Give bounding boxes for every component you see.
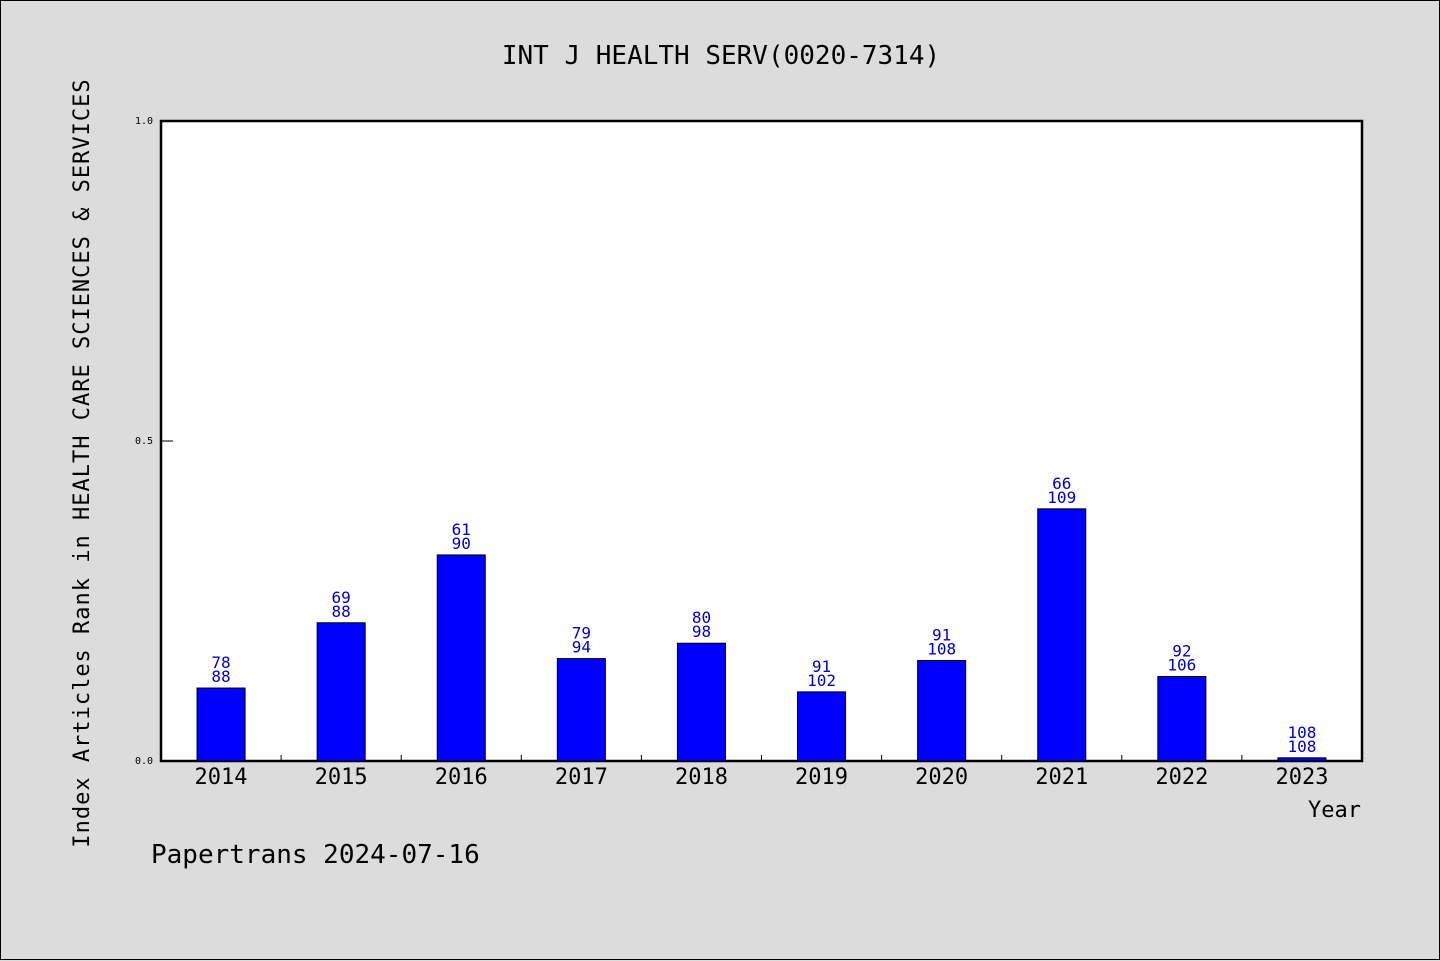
bar-2014 [196,687,246,762]
bar-2017 [556,658,606,762]
data-label-rank: 91 [932,626,951,645]
bar-2015 [316,622,366,762]
data-label-rank: 66 [1052,474,1071,493]
data-label-total: 109 [1047,488,1076,507]
data-label-total: 88 [211,667,230,686]
x-tick-label: 2017 [555,765,608,790]
data-label-total: 108 [1287,737,1316,756]
x-tick-label: 2022 [1155,765,1208,790]
bar-2018 [676,642,726,762]
x-tick-label: 2020 [915,765,968,790]
data-label-total: 88 [332,602,351,621]
x-ticks: 2014 2015 2016 2017 2018 2019 2020 2021 2022 2023 [195,755,1328,790]
y-ticks: 0.0 0.5 1.0 [135,116,173,767]
data-label-rank: 80 [692,608,711,627]
data-label-rank: 91 [812,657,831,676]
bars: 7888698861907994809891102911086610992106… [196,474,1327,762]
data-label-rank: 69 [332,588,351,607]
data-label-total: 108 [927,640,956,659]
x-tick-label: 2014 [195,765,248,790]
y-axis-label: Index Articles Rank in HEALTH CARE SCIEN… [70,78,95,847]
x-axis-label: Year [1308,798,1361,823]
y-tick-label: 0.5 [135,436,153,447]
x-tick-label: 2023 [1275,765,1328,790]
x-tick-label: 2018 [675,765,728,790]
y-tick-label: 0.0 [135,756,153,767]
bar-2020 [917,660,967,762]
data-label-rank: 79 [572,624,591,643]
data-label-rank: 78 [211,653,230,672]
data-label-rank: 108 [1287,723,1316,742]
data-label-total: 98 [692,622,711,641]
data-label-total: 94 [572,638,591,657]
bar-2021 [1037,508,1087,762]
x-tick-label: 2016 [435,765,488,790]
data-label-total: 106 [1167,656,1196,675]
data-label-total: 102 [807,671,836,690]
footer-text: Papertrans 2024-07-16 [151,840,480,870]
chart-title: INT J HEALTH SERV(0020-7314) [502,41,940,71]
bar-2022 [1157,676,1207,762]
data-label-rank: 92 [1172,642,1191,661]
bar-2019 [797,691,847,762]
data-label-rank: 61 [452,520,471,539]
x-tick-label: 2019 [795,765,848,790]
y-tick-label: 1.0 [135,116,153,127]
bar-2023 [1277,757,1327,762]
x-tick-label: 2021 [1035,765,1088,790]
data-label-total: 90 [452,534,471,553]
bar-2016 [436,554,486,762]
x-tick-label: 2015 [315,765,368,790]
